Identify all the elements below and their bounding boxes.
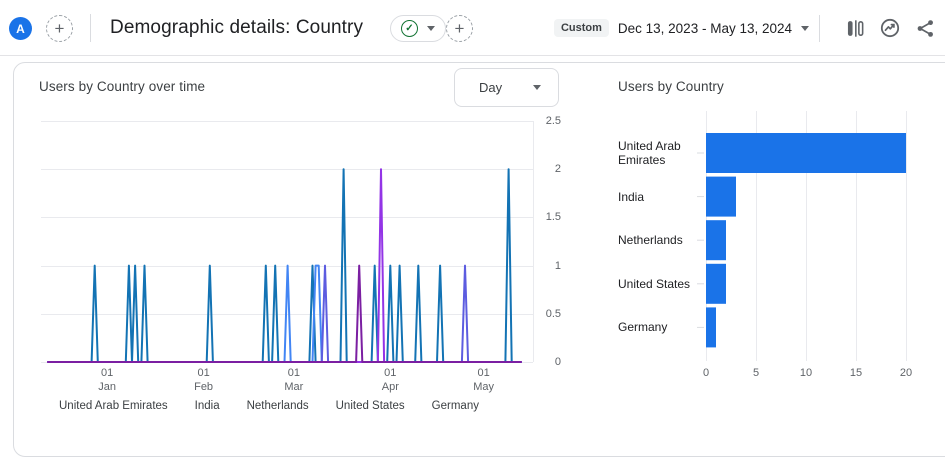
bar-united-states[interactable] — [706, 263, 726, 304]
x-axis-tick-label: 01 Jan — [98, 367, 116, 393]
top-header: A + Demographic details: Country ✓ + Cus… — [0, 0, 945, 56]
granularity-chevron-icon — [533, 85, 541, 90]
y-axis-tick-label: 0 — [554, 356, 561, 368]
y-axis-tick-label: 2.5 — [545, 115, 561, 127]
y-axis-tick-label: 1.5 — [545, 211, 561, 224]
y-axis-tick-label: 1 — [554, 259, 561, 272]
x-axis-tick-label: 01 May — [473, 367, 495, 393]
toolbar-divider — [819, 14, 820, 42]
x-axis-tick-label: 01 Apr — [381, 367, 399, 393]
bar-category-label: Netherlands — [618, 233, 683, 248]
bar-chart-title: Users by Country — [618, 79, 724, 94]
chevron-down-icon — [427, 26, 435, 31]
bar-chart-canvas[interactable] — [694, 111, 945, 361]
bar-x-axis-tick-label: 10 — [799, 367, 813, 379]
account-avatar[interactable]: A — [9, 17, 32, 40]
bar-x-axis-tick-label: 0 — [702, 367, 710, 379]
bar-germany[interactable] — [706, 307, 716, 348]
legend-item-netherlands[interactable]: Netherlands — [246, 400, 309, 412]
date-range-text[interactable]: Dec 13, 2023 - May 13, 2024 — [617, 20, 792, 36]
date-range-type-badge: Custom — [553, 19, 609, 37]
header-right-group: Custom Dec 13, 2023 - May 13, 2024 — [553, 0, 937, 56]
legend-item-united-arab-emirates[interactable]: United Arab Emirates — [59, 400, 168, 412]
granularity-select[interactable]: Day — [454, 68, 559, 107]
date-range-chevron-icon[interactable] — [801, 25, 809, 31]
check-circle-icon: ✓ — [401, 20, 418, 37]
line-chart-canvas[interactable] — [41, 111, 546, 371]
bar-category-label: United Arab Emirates — [618, 139, 681, 167]
insights-icon[interactable] — [878, 16, 902, 40]
bar-category-label: United States — [618, 276, 691, 291]
bar-x-axis-tick-label: 15 — [849, 367, 863, 379]
x-axis-tick-label: 01 Feb — [194, 367, 214, 393]
bar-x-axis-tick-label: 5 — [752, 367, 760, 379]
share-icon[interactable] — [913, 16, 937, 40]
legend-item-india[interactable]: India — [194, 400, 220, 412]
bar-india[interactable] — [706, 176, 736, 217]
bar-category-label: Germany — [618, 320, 668, 335]
bar-netherlands[interactable] — [706, 220, 726, 261]
report-status-dropdown[interactable]: ✓ — [390, 15, 446, 42]
bar-x-axis-tick-label: 20 — [899, 367, 913, 379]
comparison-icon[interactable] — [843, 16, 867, 40]
line-chart-legend: United Arab Emirates India Netherlands Unit… — [59, 400, 479, 412]
y-axis-tick-label: 0.5 — [545, 307, 561, 320]
bar-united-arab-emirates[interactable] — [706, 133, 906, 173]
line-chart-title: Users by Country over time — [39, 79, 206, 94]
series-line-germany[interactable] — [47, 264, 522, 363]
header-divider — [90, 14, 91, 42]
series-line-india[interactable] — [47, 264, 522, 363]
legend-item-united-states[interactable]: United States — [335, 400, 405, 412]
legend-item-germany[interactable]: Germany — [431, 400, 479, 412]
add-comparison-button[interactable]: + — [46, 15, 73, 42]
add-widget-button[interactable]: + — [446, 15, 473, 42]
x-axis-tick-label: 01 Mar — [284, 367, 304, 393]
page-title: Demographic details: Country — [110, 17, 364, 38]
granularity-value: Day — [479, 80, 503, 95]
y-axis-tick-label: 2 — [554, 163, 561, 176]
bar-category-label: India — [618, 189, 645, 204]
demographics-card: Users by Country over time Day 0 0.5 1 1.5 2… — [13, 62, 945, 457]
